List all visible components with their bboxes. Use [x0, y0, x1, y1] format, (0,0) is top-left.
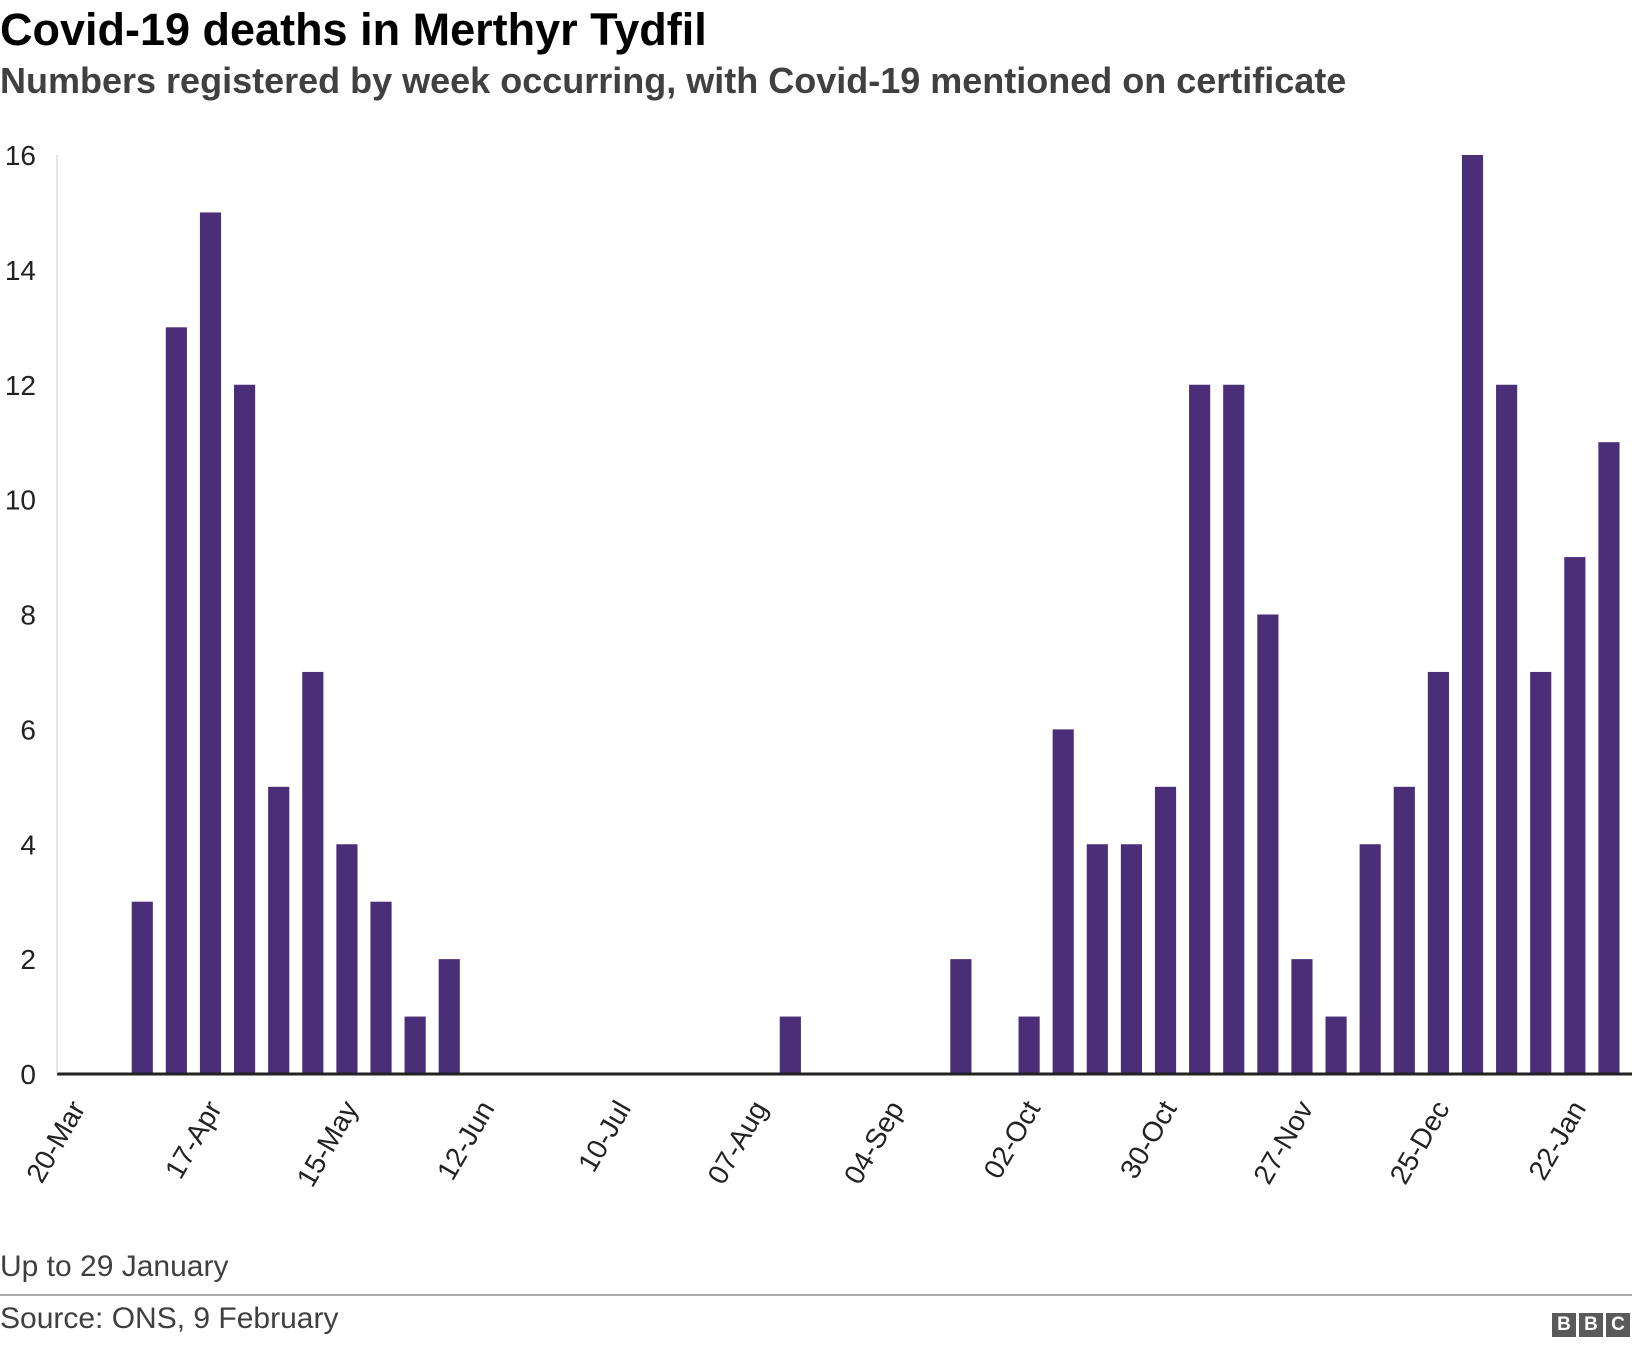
x-tick-label: 30-Oct	[1114, 1095, 1183, 1183]
bar-15-Jan	[1530, 671, 1552, 1074]
x-tick-label: 25-Dec	[1384, 1096, 1456, 1190]
y-tick-label: 6	[20, 714, 36, 745]
bar-29-Jan	[1598, 442, 1620, 1074]
x-tick-label: 02-Oct	[977, 1095, 1046, 1183]
x-tick-label: 17-Apr	[159, 1096, 228, 1184]
bar-11-Dec	[1359, 844, 1381, 1074]
source-note: Source: ONS, 9 February	[0, 1302, 339, 1335]
bbc-logo-letter-2: B	[1579, 1313, 1603, 1337]
bar-02-Oct	[1018, 1016, 1040, 1074]
y-tick-label: 4	[20, 829, 36, 860]
bar-30-Oct	[1154, 786, 1177, 1074]
bar-18-Dec	[1393, 786, 1415, 1074]
bar-15-May	[336, 844, 358, 1074]
y-tick-label: 16	[5, 140, 36, 171]
footnote: Up to 29 January	[0, 1250, 229, 1283]
bar-27-Nov	[1291, 959, 1313, 1075]
bar-24-Apr	[234, 384, 256, 1074]
chart-title: Covid-19 deaths in Merthyr Tydfil	[0, 4, 707, 55]
bar-18-Sep	[950, 959, 972, 1075]
bar-22-May	[370, 901, 392, 1074]
bar-29-May	[404, 1016, 426, 1074]
bar-08-Jan	[1496, 384, 1518, 1074]
bbc-logo: B B C	[1552, 1313, 1630, 1337]
bar-04-Dec	[1325, 1016, 1347, 1074]
bar-22-Jan	[1564, 557, 1586, 1074]
bar-14-Aug	[779, 1016, 801, 1074]
x-tick-label: 15-May	[291, 1096, 365, 1192]
y-axis-ticks: 0 2 4 6 8 10 12 14 16	[5, 140, 36, 1090]
y-tick-label: 0	[20, 1059, 36, 1090]
bbc-logo-letter-1: B	[1552, 1313, 1576, 1337]
bar-20-Nov	[1257, 614, 1279, 1074]
bar-01-May	[268, 786, 290, 1074]
bar-17-Apr	[199, 212, 222, 1074]
y-tick-label: 2	[20, 944, 36, 975]
footer-divider	[0, 1294, 1632, 1296]
bar-chart: 0 2 4 6 8 10 12 14 16 20-Mar 17-Apr 15-May 12-Jun 10…	[5, 140, 1632, 1192]
x-tick-label: 20-Mar	[20, 1096, 91, 1188]
x-tick-label: 22-Jan	[1522, 1096, 1592, 1186]
x-tick-label: 27-Nov	[1247, 1096, 1319, 1190]
bar-06-Nov	[1189, 384, 1211, 1074]
chart-subtitle: Numbers registered by week occurring, wi…	[0, 60, 1347, 101]
bar-05-Jun	[438, 959, 460, 1075]
bar-25-Dec	[1427, 671, 1449, 1074]
y-tick-label: 10	[5, 485, 36, 516]
bbc-logo-letter-3: C	[1606, 1313, 1630, 1337]
x-tick-label: 04-Sep	[838, 1096, 910, 1190]
bar-09-Oct	[1052, 729, 1074, 1075]
x-tick-label: 10-Jul	[572, 1096, 637, 1178]
bar-01-Jan	[1461, 155, 1484, 1074]
bar-08-May	[302, 671, 324, 1074]
y-tick-label: 14	[5, 255, 36, 286]
bar-16-Oct	[1086, 844, 1108, 1074]
x-axis-ticks: 20-Mar 17-Apr 15-May 12-Jun 10-Jul 07-Aug 04-S…	[20, 1095, 1592, 1192]
bar-13-Nov	[1223, 384, 1245, 1074]
bar-10-Apr	[165, 327, 187, 1074]
x-tick-label: 12-Jun	[431, 1096, 501, 1186]
y-tick-label: 8	[20, 600, 36, 631]
bar-23-Oct	[1120, 844, 1142, 1074]
x-tick-label: 07-Aug	[701, 1096, 773, 1190]
y-tick-label: 12	[5, 370, 36, 401]
bars	[131, 155, 1620, 1075]
bar-03-Apr	[131, 901, 153, 1074]
